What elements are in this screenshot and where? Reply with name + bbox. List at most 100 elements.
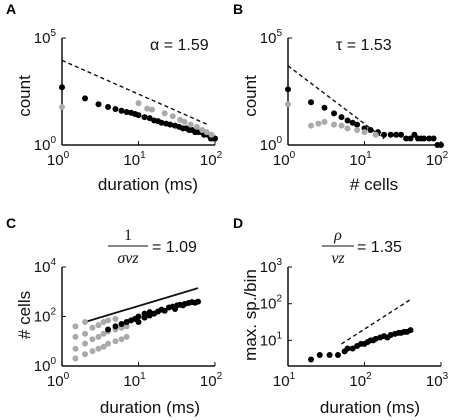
data-point — [403, 135, 410, 142]
plot-area-d — [287, 267, 441, 367]
data-point — [161, 110, 168, 117]
annotation-d: ρ νz = 1.35 — [322, 227, 402, 267]
annotation-c-denominator: σνz — [117, 250, 139, 267]
data-point — [89, 336, 96, 343]
data-point — [381, 131, 388, 138]
data-point — [321, 104, 328, 111]
data-point — [331, 121, 338, 128]
y-tick-label: 105 — [260, 28, 283, 47]
data-point — [426, 135, 433, 142]
data-point — [146, 115, 153, 122]
x-tick-label: 101 — [273, 371, 296, 390]
x-tick-label: 102 — [349, 371, 372, 390]
y-tick-label: 100 — [34, 135, 57, 154]
data-point — [411, 131, 418, 138]
panel-a: A α = 1.59 count duration (ms) 105 100100… — [6, 1, 223, 194]
data-point — [95, 333, 102, 340]
plot-area-a — [59, 38, 218, 146]
x-tick-label: 102 — [426, 150, 449, 169]
x-axis-label-a: duration (ms) — [98, 175, 198, 194]
annotation-c-numerator: 1 — [124, 227, 132, 244]
data-point — [89, 324, 96, 331]
y-tick-label: 100 — [34, 356, 57, 375]
panel-d: D ρ νz = 1.35 max. sp./bin duration (ms)… — [233, 215, 449, 417]
data-point — [141, 114, 148, 121]
data-point — [82, 340, 89, 347]
data-point — [361, 129, 368, 136]
data-point — [118, 336, 125, 343]
data-point — [82, 318, 89, 325]
annotation-alpha: α = 1.59 — [150, 37, 209, 54]
y-tick-label: 100 — [260, 135, 283, 154]
data-point — [123, 323, 130, 330]
data-point — [208, 131, 215, 138]
data-point — [308, 99, 315, 106]
data-point — [354, 121, 361, 128]
data-point — [349, 345, 356, 352]
data-point — [89, 348, 96, 355]
annotation-d-value: = 1.35 — [357, 239, 402, 256]
data-point — [100, 330, 107, 337]
data-point — [169, 113, 176, 120]
y-axis-label-a: count — [15, 75, 34, 117]
data-point — [372, 131, 379, 138]
data-point — [161, 307, 168, 314]
data-point — [72, 323, 79, 330]
data-point — [112, 315, 119, 322]
data-point — [59, 103, 65, 110]
fit-line — [84, 287, 199, 323]
data-point — [199, 127, 206, 134]
annotation-d-numerator: ρ — [333, 227, 342, 244]
x-tick-label: 101 — [123, 371, 146, 390]
data-point — [421, 135, 428, 142]
annotation-d-denominator: νz — [331, 250, 345, 267]
data-point — [181, 118, 188, 125]
data-point — [59, 84, 65, 91]
data-point — [123, 333, 130, 340]
panel-letter-c: C — [6, 215, 16, 231]
y-axis-label-c: # cells — [15, 291, 34, 339]
data-point — [285, 86, 291, 93]
data-point — [338, 114, 345, 121]
data-point — [344, 345, 351, 352]
y-tick-label: 101 — [260, 330, 283, 349]
data-point — [397, 131, 404, 138]
data-point — [95, 101, 102, 108]
data-point — [144, 105, 151, 112]
data-point — [193, 123, 200, 130]
data-point — [123, 108, 130, 115]
data-point — [367, 127, 374, 134]
panel-letter-a: A — [6, 1, 16, 17]
data-point — [331, 110, 338, 117]
annotation-c-value: = 1.09 — [152, 239, 197, 256]
data-point — [105, 103, 112, 110]
data-point — [72, 355, 79, 362]
y-axis-label-b: count — [241, 75, 260, 117]
plot-area-c — [61, 267, 215, 367]
data-point — [308, 356, 315, 363]
x-axis-label-d: duration (ms) — [320, 398, 420, 417]
data-point — [167, 121, 174, 128]
data-point — [105, 340, 112, 347]
data-point — [112, 106, 119, 113]
panel-letter-d: D — [233, 215, 243, 231]
y-tick-label: 102 — [34, 307, 57, 326]
data-point — [82, 330, 89, 337]
data-point — [118, 320, 125, 327]
data-point — [141, 310, 148, 317]
data-point — [112, 338, 119, 345]
x-tick-label: 102 — [200, 150, 223, 169]
data-point — [135, 112, 142, 119]
data-point — [135, 313, 142, 320]
y-tick-label: 104 — [34, 257, 57, 276]
x-tick-label: 100 — [47, 371, 70, 390]
data-point — [285, 101, 291, 108]
data-point — [387, 131, 394, 138]
data-point — [344, 117, 351, 124]
data-point — [72, 345, 79, 352]
data-point — [334, 351, 341, 358]
data-point — [158, 119, 165, 126]
